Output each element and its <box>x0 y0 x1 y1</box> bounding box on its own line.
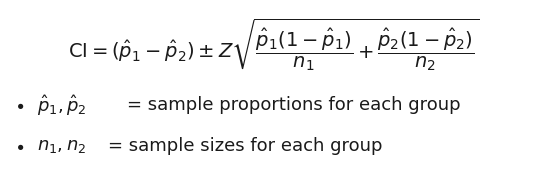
Text: = sample sizes for each group: = sample sizes for each group <box>108 137 383 155</box>
Text: $\bullet$: $\bullet$ <box>14 96 24 114</box>
Text: $\hat{p}_1, \hat{p}_2$: $\hat{p}_1, \hat{p}_2$ <box>37 93 87 118</box>
Text: $\mathrm{CI} = (\hat{p}_1 - \hat{p}_2) \pm Z\sqrt{\dfrac{\hat{p}_1(1-\hat{p}_1)}: $\mathrm{CI} = (\hat{p}_1 - \hat{p}_2) \… <box>68 16 479 73</box>
Text: $n_1, n_2$: $n_1, n_2$ <box>37 137 86 155</box>
Text: $\bullet$: $\bullet$ <box>14 137 24 155</box>
Text: = sample proportions for each group: = sample proportions for each group <box>127 96 461 114</box>
